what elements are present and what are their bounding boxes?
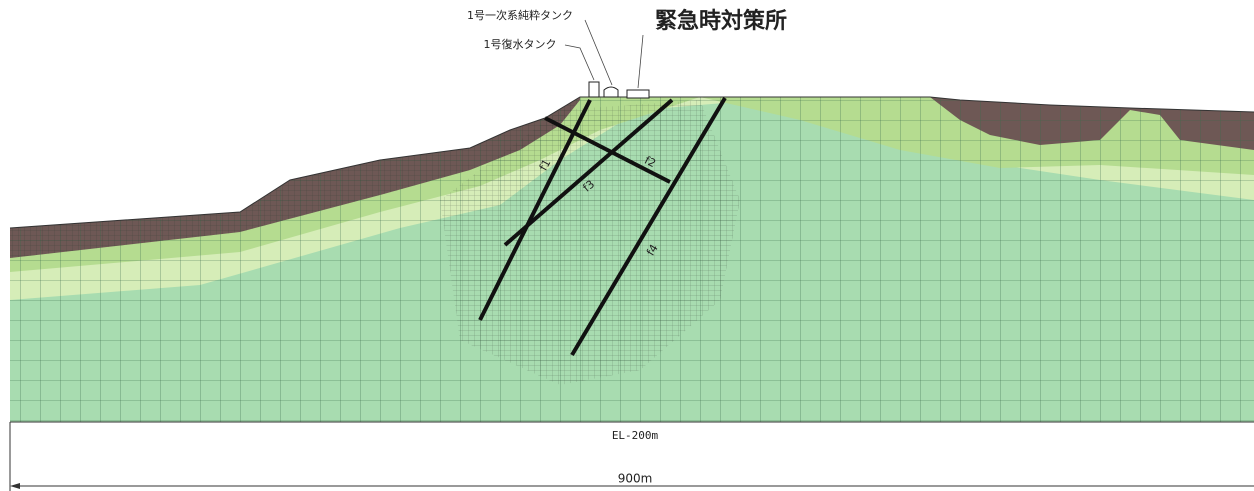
leaders — [564, 19, 644, 89]
fault-label: f2 — [642, 154, 658, 171]
building — [626, 89, 650, 99]
width-label: 900m — [618, 472, 653, 486]
fault — [503, 98, 674, 247]
facility-label: 1号復水タンク — [484, 38, 557, 51]
title: 緊急時対策所 — [655, 8, 787, 34]
fine-mesh — [440, 100, 740, 385]
tank — [588, 81, 600, 98]
fault — [544, 116, 671, 184]
fault — [478, 99, 592, 321]
facilities — [588, 81, 650, 99]
tank — [603, 86, 619, 98]
faults — [478, 96, 727, 357]
fault — [570, 96, 727, 357]
elevation-label: EL-200m — [612, 429, 659, 442]
facility-label: 1号一次系純粋タンク — [467, 8, 573, 22]
fault-label: f1 — [537, 157, 554, 173]
dimension-arrow — [10, 483, 20, 489]
